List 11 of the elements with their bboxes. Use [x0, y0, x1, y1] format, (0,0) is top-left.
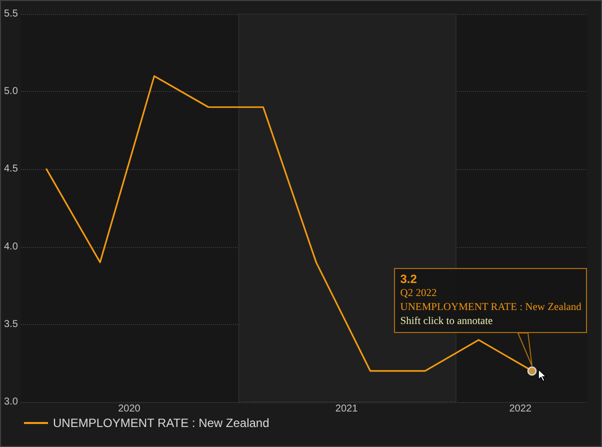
y-tick-label: 3.0 [4, 396, 18, 408]
x-tick-label: 2021 [335, 404, 358, 414]
annotation: 3.2 Q2 2022 UNEMPLOYMENT RATE : New Zealand Shift click to annotate [400, 272, 582, 329]
legend-label: UNEMPLOYMENT RATE : New Zealand [53, 416, 270, 430]
x-tick-label: 2020 [118, 404, 141, 414]
y-tick-label: 5.5 [4, 8, 18, 20]
y-tick-label: 3.5 [4, 318, 18, 330]
y-tick-label: 5.0 [4, 86, 18, 98]
y-tick-label: 4.0 [4, 241, 18, 252]
y-tick-label: 4.5 [4, 164, 18, 175]
x-tick-label: 2022 [509, 404, 532, 414]
